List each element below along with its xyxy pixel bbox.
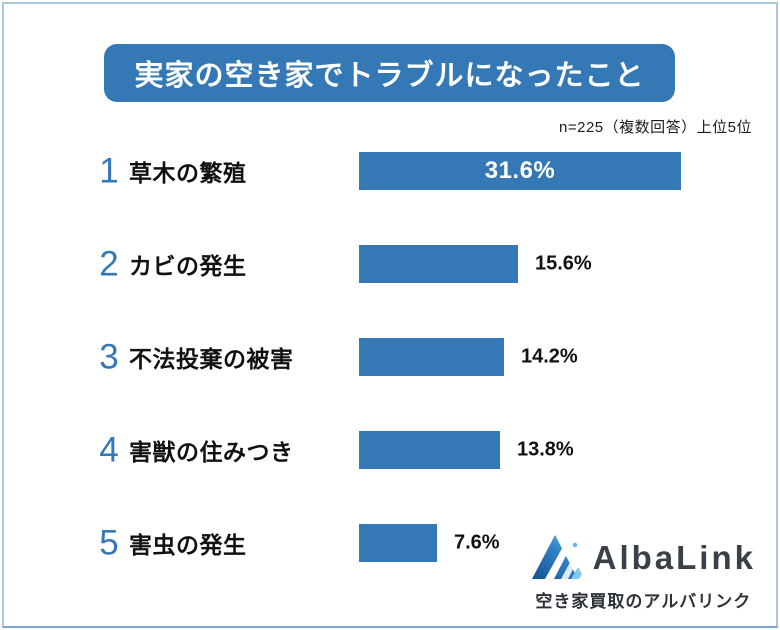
logo-wordmark: AlbaLink xyxy=(592,538,756,576)
sample-size-note: n=225（複数回答）上位5位 xyxy=(559,119,752,136)
value-bar xyxy=(359,337,504,376)
logo-row: AlbaLink xyxy=(531,533,756,581)
rank-number: 2 xyxy=(99,244,119,283)
value-bar: 31.6% xyxy=(359,151,681,190)
bar-row: 1 草木の繁殖 31.6% xyxy=(4,124,780,217)
category-label: カビの発生 xyxy=(129,252,247,279)
category-label: 害虫の発生 xyxy=(129,531,247,558)
value-label: 15.6% xyxy=(535,252,592,274)
value-label: 13.8% xyxy=(517,438,574,460)
bar-row: 3 不法投棄の被害 14.2% xyxy=(4,310,780,403)
value-bar xyxy=(359,523,437,562)
albalink-mountain-logo-icon xyxy=(531,535,582,579)
value-label: 7.6% xyxy=(454,531,500,553)
rank-number: 3 xyxy=(99,337,119,376)
category-label: 不法投棄の被害 xyxy=(129,345,294,372)
logo-tagline: 空き家買取のアルバリンク xyxy=(535,592,752,611)
rank-number: 4 xyxy=(99,430,119,469)
bar-row: 2 カビの発生 15.6% xyxy=(4,217,780,310)
value-label: 31.6% xyxy=(484,156,556,184)
page-title: 実家の空き家でトラブルになったこと xyxy=(134,60,645,92)
value-bar xyxy=(359,430,500,469)
bar-chart: 1 草木の繁殖 31.6% 2 カビの発生 15.6% 3 不法投棄の被害 14.2% 4 害獣の住… xyxy=(4,124,780,589)
value-label: 14.2% xyxy=(521,345,578,367)
value-bar xyxy=(359,244,518,283)
rank-number: 1 xyxy=(99,151,119,190)
albalink-logo: AlbaLink 空き家買取のアルバリンク xyxy=(531,533,756,612)
bar-row: 5 害虫の発生 7.6% xyxy=(4,496,780,589)
title-banner: 実家の空き家でトラブルになったこと xyxy=(104,44,675,102)
category-label: 草木の繁殖 xyxy=(129,159,247,186)
rank-number: 5 xyxy=(99,523,119,562)
category-label: 害獣の住みつき xyxy=(129,438,294,465)
bar-row: 4 害獣の住みつき 13.8% xyxy=(4,403,780,496)
